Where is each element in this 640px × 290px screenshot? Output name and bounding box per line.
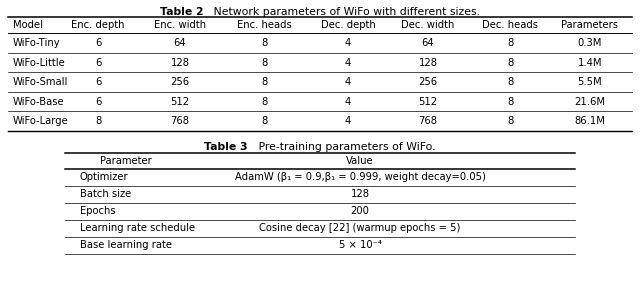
Text: 8: 8 — [261, 116, 267, 126]
Text: Parameters: Parameters — [561, 20, 618, 30]
Text: WiFo-Base: WiFo-Base — [13, 97, 65, 107]
Text: 1.4M: 1.4M — [578, 58, 602, 68]
Text: 64: 64 — [422, 38, 435, 48]
Text: 8: 8 — [507, 116, 513, 126]
Text: 768: 768 — [419, 116, 438, 126]
Text: Table 3: Table 3 — [204, 142, 248, 153]
Text: 200: 200 — [351, 206, 369, 216]
Text: 4: 4 — [345, 77, 351, 87]
Text: Base learning rate: Base learning rate — [80, 240, 172, 250]
Text: 128: 128 — [170, 58, 189, 68]
Text: Cosine decay [22] (warmup epochs = 5): Cosine decay [22] (warmup epochs = 5) — [259, 223, 461, 233]
Text: 86.1M: 86.1M — [575, 116, 605, 126]
Text: Pre-training parameters of WiFo.: Pre-training parameters of WiFo. — [248, 142, 436, 153]
Text: Dec. width: Dec. width — [401, 20, 454, 30]
Text: 64: 64 — [173, 38, 186, 48]
Text: 6: 6 — [95, 38, 101, 48]
Text: 5 × 10⁻⁴: 5 × 10⁻⁴ — [339, 240, 381, 250]
Text: Model: Model — [13, 20, 43, 30]
Text: 8: 8 — [507, 38, 513, 48]
Text: Epochs: Epochs — [80, 206, 116, 216]
Text: 8: 8 — [507, 58, 513, 68]
Text: Network parameters of WiFo with different sizes.: Network parameters of WiFo with differen… — [204, 7, 480, 17]
Text: 6: 6 — [95, 58, 101, 68]
Text: 5.5M: 5.5M — [578, 77, 602, 87]
Text: WiFo-Large: WiFo-Large — [13, 116, 68, 126]
Text: Enc. heads: Enc. heads — [237, 20, 291, 30]
Text: 8: 8 — [261, 77, 267, 87]
Text: 256: 256 — [170, 77, 189, 87]
Text: AdamW (β₁ = 0.9,β₁ = 0.999, weight decay=0.05): AdamW (β₁ = 0.9,β₁ = 0.999, weight decay… — [235, 172, 485, 182]
Text: 8: 8 — [261, 97, 267, 107]
Text: 4: 4 — [345, 58, 351, 68]
Text: WiFo-Little: WiFo-Little — [13, 58, 66, 68]
Text: 4: 4 — [345, 97, 351, 107]
Text: Batch size: Batch size — [80, 189, 131, 199]
Text: 4: 4 — [345, 116, 351, 126]
Text: Learning rate schedule: Learning rate schedule — [80, 223, 195, 233]
Text: Optimizer: Optimizer — [80, 172, 129, 182]
Text: WiFo-Tiny: WiFo-Tiny — [13, 38, 61, 48]
Text: Dec. depth: Dec. depth — [321, 20, 376, 30]
Text: 0.3M: 0.3M — [578, 38, 602, 48]
Text: 8: 8 — [261, 38, 267, 48]
Text: Enc. width: Enc. width — [154, 20, 206, 30]
Text: 21.6M: 21.6M — [575, 97, 605, 107]
Text: Value: Value — [346, 155, 374, 166]
Text: 512: 512 — [170, 97, 189, 107]
Text: 6: 6 — [95, 97, 101, 107]
Text: Enc. depth: Enc. depth — [71, 20, 125, 30]
Text: 512: 512 — [419, 97, 438, 107]
Text: Table 2: Table 2 — [160, 7, 204, 17]
Text: 128: 128 — [419, 58, 438, 68]
Text: 8: 8 — [507, 97, 513, 107]
Text: 8: 8 — [261, 58, 267, 68]
Text: 8: 8 — [95, 116, 101, 126]
Text: 768: 768 — [170, 116, 189, 126]
Text: Parameter: Parameter — [100, 155, 152, 166]
Text: WiFo-Small: WiFo-Small — [13, 77, 68, 87]
Text: 128: 128 — [351, 189, 369, 199]
Text: 4: 4 — [345, 38, 351, 48]
Text: 256: 256 — [419, 77, 438, 87]
Text: 8: 8 — [507, 77, 513, 87]
Text: 6: 6 — [95, 77, 101, 87]
Text: Dec. heads: Dec. heads — [482, 20, 538, 30]
